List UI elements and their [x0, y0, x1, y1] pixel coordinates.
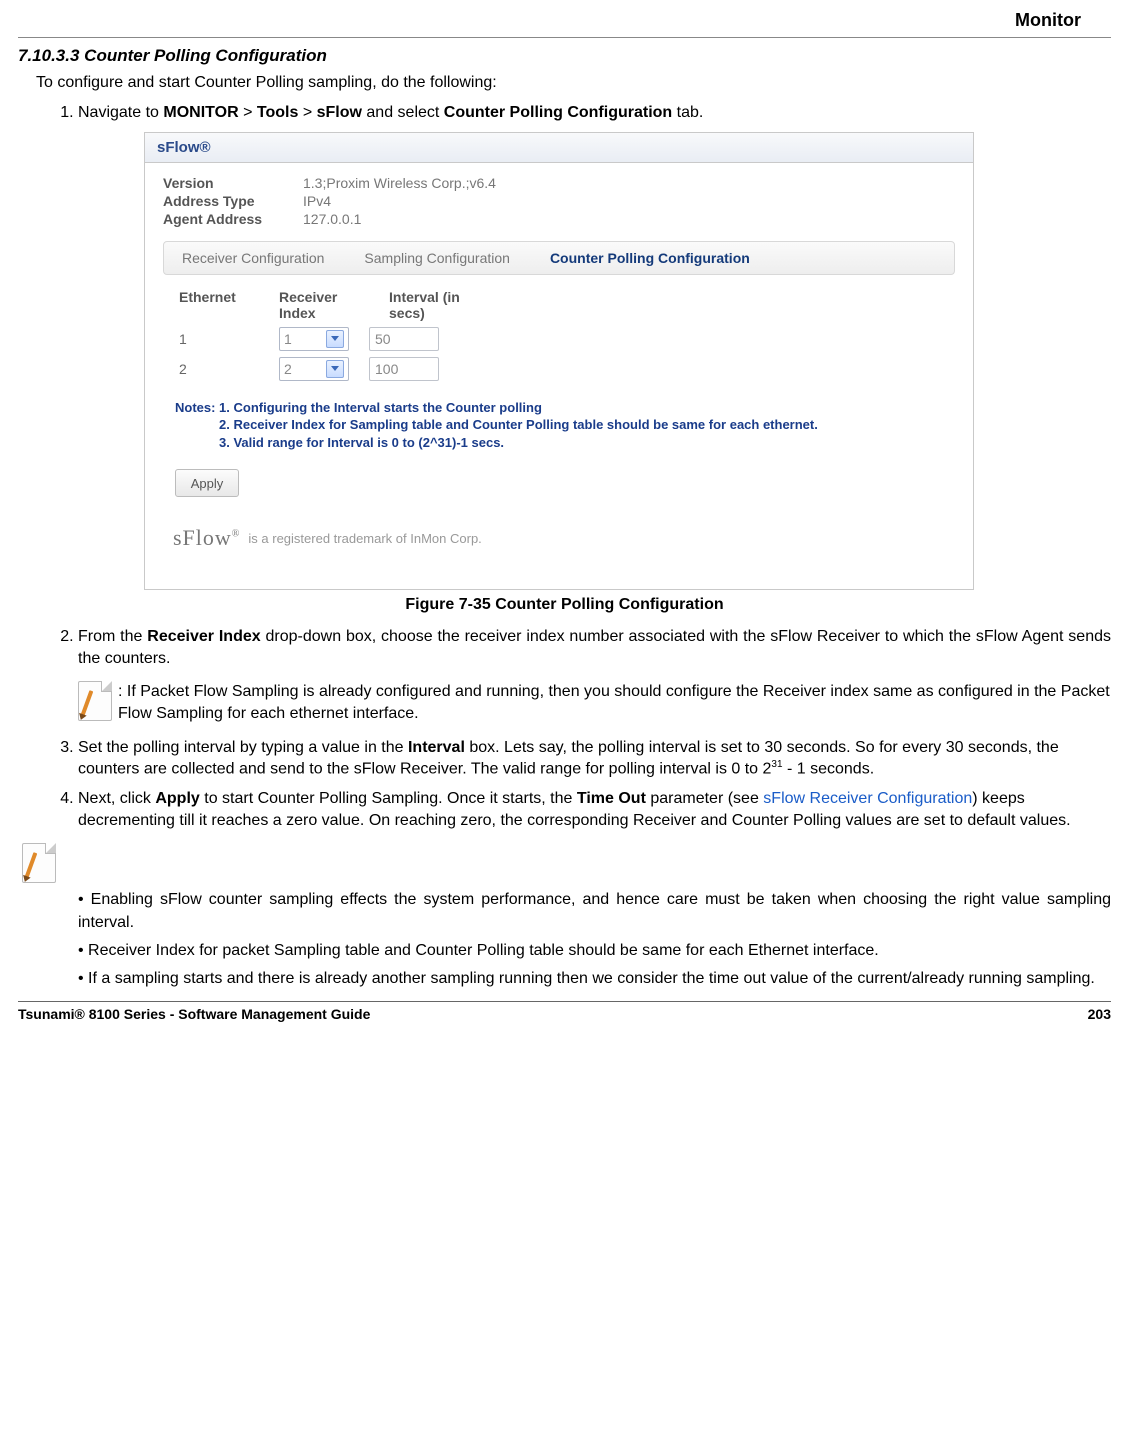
step-3: Set the polling interval by typing a val…: [78, 737, 1111, 781]
step3-a: Set the polling interval by typing a val…: [78, 739, 408, 756]
tab-sampling-configuration[interactable]: Sampling Configuration: [364, 250, 510, 266]
info-version-label: Version: [163, 175, 303, 191]
sflow-logo: sFlow®: [173, 525, 240, 551]
note-block-2: [18, 843, 1111, 883]
nav-monitor: MONITOR: [163, 104, 238, 121]
note-block-1: : If Packet Flow Sampling is already con…: [78, 681, 1111, 724]
step3-c: - 1 seconds.: [783, 761, 875, 778]
note-icon: [22, 843, 56, 883]
interval-input[interactable]: 100: [369, 357, 439, 381]
nav-tab: Counter Polling Configuration: [444, 104, 672, 121]
nav-gt2: >: [298, 104, 316, 121]
step4-a: Next, click: [78, 790, 155, 807]
step-4: Next, click Apply to start Counter Polli…: [78, 788, 1111, 831]
bullet-2: • Receiver Index for packet Sampling tab…: [78, 940, 1111, 962]
step1-prefix: Navigate to: [78, 104, 163, 121]
bullet-1: • Enabling sFlow counter sampling effect…: [78, 889, 1111, 934]
step3-sup: 31: [771, 759, 782, 770]
sflFlow-receiver-config-link[interactable]: sFlow Receiver Configuration: [763, 790, 972, 807]
table-header: Ethernet Receiver Index Interval (in sec…: [179, 289, 955, 321]
step4-bold2: Time Out: [577, 790, 646, 807]
col-ethernet: Ethernet: [179, 289, 259, 321]
page-header-title: Monitor: [18, 10, 1111, 31]
page-footer: Tsunami® 8100 Series - Software Manageme…: [18, 1006, 1111, 1022]
screenshot-panel: sFlow® Version 1.3;Proxim Wireless Corp.…: [144, 132, 974, 591]
receiver-index-value: 2: [284, 361, 292, 377]
section-heading: 7.10.3.3 Counter Polling Configuration: [18, 46, 1111, 66]
step2-bold: Receiver Index: [147, 628, 260, 645]
screenshot-notes: Notes: 1. Configuring the Interval start…: [175, 399, 955, 452]
footer-left: Tsunami® 8100 Series - Software Manageme…: [18, 1006, 370, 1022]
info-addrtype-value: IPv4: [303, 193, 331, 209]
trademark-text: is a registered trademark of InMon Corp.: [248, 531, 481, 546]
footer-page-number: 203: [1088, 1006, 1111, 1022]
step3-bold1: Interval: [408, 739, 465, 756]
panel-title-bar: sFlow®: [145, 133, 973, 163]
table-row: 2 2 100: [179, 357, 955, 381]
step4-b: to start Counter Polling Sampling. Once …: [200, 790, 577, 807]
apply-button[interactable]: Apply: [175, 469, 239, 497]
info-addrtype-label: Address Type: [163, 193, 303, 209]
bullet-list: • Enabling sFlow counter sampling effect…: [78, 889, 1111, 991]
nav-suffix: tab.: [672, 104, 703, 121]
receiver-index-select[interactable]: 2: [279, 357, 349, 381]
col-receiver-index: Receiver Index: [279, 289, 369, 321]
chevron-down-icon: [326, 360, 344, 378]
chevron-down-icon: [326, 330, 344, 348]
footer-rule: [18, 1001, 1111, 1002]
ss-note-line3: 3. Valid range for Interval is 0 to (2^3…: [219, 434, 955, 452]
cell-ethernet: 1: [179, 331, 259, 347]
section-intro: To configure and start Counter Polling s…: [36, 74, 1111, 92]
bullet-3: • If a sampling starts and there is alre…: [78, 968, 1111, 990]
step4-c: parameter (see: [646, 790, 763, 807]
ss-note-line2: 2. Receiver Index for Sampling table and…: [219, 416, 955, 434]
step-2: From the Receiver Index drop-down box, c…: [78, 626, 1111, 669]
info-agent-value: 127.0.0.1: [303, 211, 361, 227]
interval-value: 100: [375, 361, 398, 377]
nav-mid: and select: [362, 104, 444, 121]
nav-sflow: sFlow: [317, 104, 362, 121]
cell-ethernet: 2: [179, 361, 259, 377]
tab-counter-polling-configuration[interactable]: Counter Polling Configuration: [550, 250, 750, 266]
ss-note-line1: Notes: 1. Configuring the Interval start…: [175, 399, 955, 417]
col-interval: Interval (in secs): [389, 289, 479, 321]
interval-value: 50: [375, 331, 391, 347]
receiver-index-select[interactable]: 1: [279, 327, 349, 351]
tabs-bar: Receiver Configuration Sampling Configur…: [163, 241, 955, 275]
nav-gt1: >: [239, 104, 257, 121]
info-version-value: 1.3;Proxim Wireless Corp.;v6.4: [303, 175, 496, 191]
interval-input[interactable]: 50: [369, 327, 439, 351]
info-agent-label: Agent Address: [163, 211, 303, 227]
trademark-row: sFlow® is a registered trademark of InMo…: [173, 525, 955, 551]
note1-text: : If Packet Flow Sampling is already con…: [118, 681, 1111, 724]
header-rule: [18, 37, 1111, 38]
table-row: 1 1 50: [179, 327, 955, 351]
step-1: Navigate to MONITOR > Tools > sFlow and …: [78, 102, 1111, 124]
receiver-index-value: 1: [284, 331, 292, 347]
step4-bold1: Apply: [155, 790, 199, 807]
note-icon: [78, 681, 112, 721]
nav-tools: Tools: [257, 104, 298, 121]
step2-prefix: From the: [78, 628, 147, 645]
tab-receiver-configuration[interactable]: Receiver Configuration: [182, 250, 324, 266]
figure-caption: Figure 7-35 Counter Polling Configuratio…: [18, 596, 1111, 614]
